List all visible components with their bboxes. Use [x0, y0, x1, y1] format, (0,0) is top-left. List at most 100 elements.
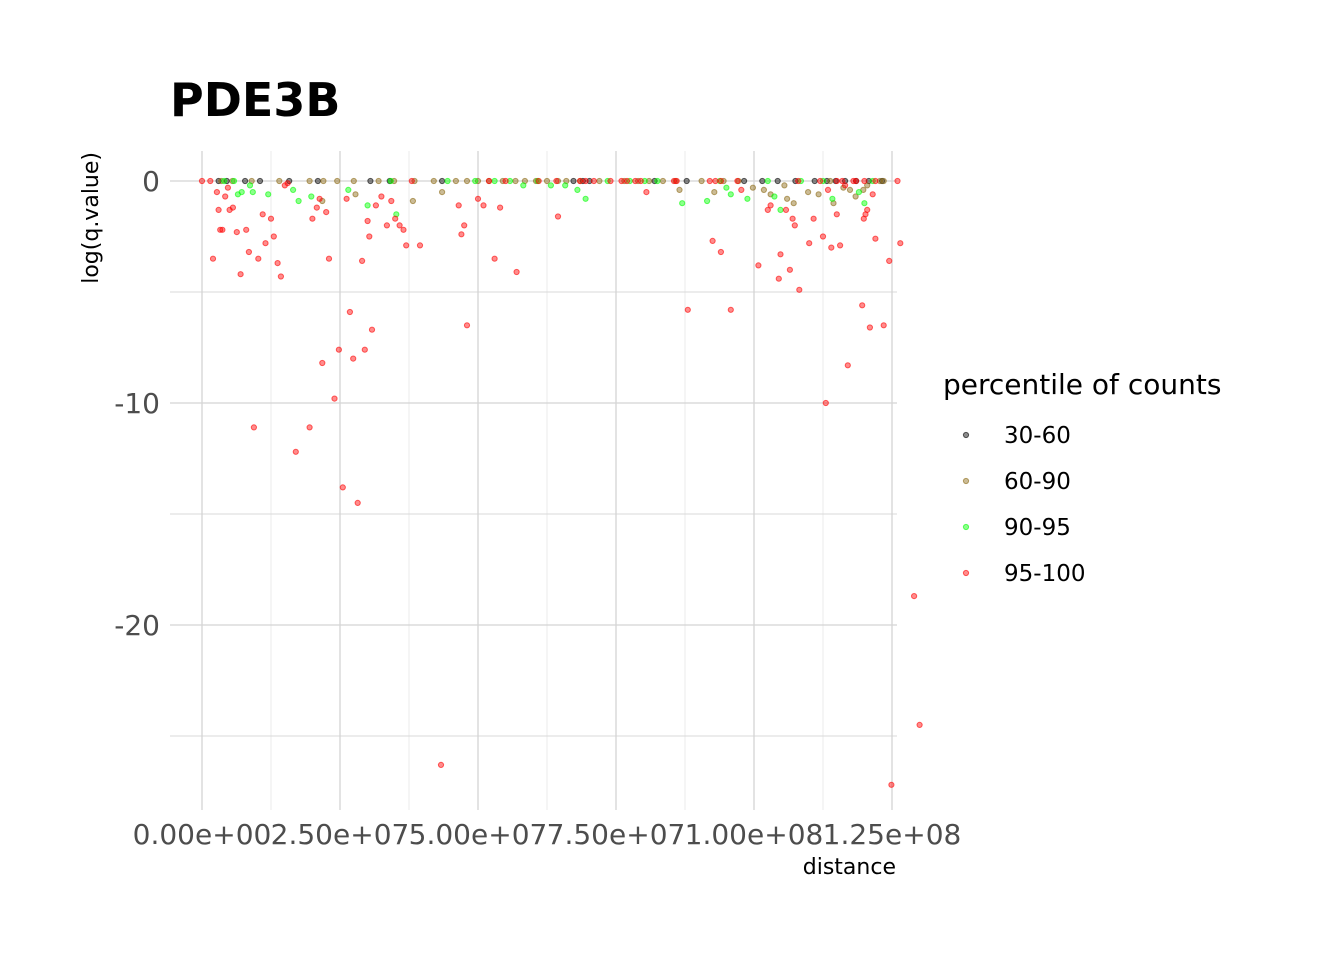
data-point — [869, 191, 876, 198]
data-point — [764, 206, 771, 213]
data-point — [359, 257, 366, 264]
data-point — [262, 240, 269, 247]
data-point — [480, 202, 487, 209]
data-point — [880, 322, 887, 329]
data-point — [543, 177, 551, 185]
data-point — [535, 177, 542, 185]
data-point — [245, 248, 252, 256]
legend-key — [962, 523, 970, 531]
data-point — [455, 202, 462, 209]
data-point — [409, 197, 416, 205]
data-point — [513, 268, 520, 276]
data-point — [723, 184, 730, 191]
data-point — [574, 186, 581, 193]
data-point — [711, 189, 718, 196]
data-point — [727, 191, 734, 198]
data-point — [815, 191, 822, 198]
data-point — [284, 180, 291, 187]
data-point — [408, 177, 415, 185]
data-point — [563, 177, 570, 185]
data-point — [676, 186, 683, 193]
x-tick-label: 1.00e+08 — [685, 818, 824, 851]
data-point — [314, 177, 321, 185]
data-point — [238, 189, 245, 196]
data-point — [346, 308, 353, 316]
x-tick-label: 2.50e+07 — [271, 818, 410, 851]
legend-key — [962, 477, 970, 485]
data-point — [249, 189, 256, 196]
data-point — [654, 177, 661, 185]
data-point — [444, 177, 451, 185]
data-point — [830, 200, 837, 207]
data-point — [833, 177, 840, 185]
data-point — [577, 177, 584, 185]
data-point — [659, 177, 667, 185]
y-axis-title: log(q.value) — [79, 152, 104, 284]
data-point — [221, 177, 228, 185]
legend-key — [962, 569, 970, 577]
x-tick-label: 7.50e+07 — [547, 818, 686, 851]
data-point — [738, 186, 745, 193]
y-axis-ticks: 0 -10 -20 — [114, 165, 160, 642]
data-point — [828, 244, 835, 251]
data-point — [219, 226, 226, 233]
data-point — [345, 186, 352, 193]
data-point — [372, 202, 379, 209]
data-point — [717, 248, 725, 256]
legend-item: 60-90 — [962, 469, 1071, 495]
data-point — [396, 222, 403, 229]
data-point — [497, 204, 504, 211]
data-point — [684, 306, 691, 313]
data-point — [806, 240, 813, 247]
x-tick-label: 0.00e+00 — [133, 818, 272, 851]
data-point — [888, 781, 895, 788]
data-point — [430, 177, 437, 185]
data-point — [833, 211, 840, 218]
data-point — [343, 195, 350, 202]
data-point — [853, 177, 860, 185]
data-point — [242, 177, 249, 185]
data-point — [403, 242, 410, 249]
data-point — [215, 206, 222, 213]
data-point — [755, 262, 762, 269]
data-point — [463, 322, 471, 329]
data-point — [632, 177, 639, 185]
data-point — [637, 177, 644, 185]
legend-title: percentile of counts — [943, 368, 1221, 401]
data-point — [350, 177, 357, 185]
data-point — [439, 189, 446, 196]
data-point — [366, 233, 373, 240]
data-point — [209, 255, 217, 262]
data-point — [437, 761, 445, 769]
data-point — [844, 362, 851, 369]
y-tick-label: 0 — [142, 165, 160, 198]
data-point — [796, 286, 803, 293]
data-point — [229, 204, 236, 211]
data-point — [265, 191, 272, 198]
data-point — [554, 213, 562, 220]
legend-item: 90-95 — [962, 515, 1071, 541]
data-point — [267, 215, 275, 222]
data-point — [822, 399, 829, 407]
data-point — [222, 193, 229, 200]
data-point — [472, 177, 479, 185]
legend-label: 60-90 — [1004, 469, 1071, 495]
data-point — [582, 195, 589, 202]
data-point — [562, 182, 569, 189]
data-point — [618, 177, 625, 185]
data-point — [213, 189, 220, 196]
data-point — [393, 211, 400, 218]
series-95-100 — [198, 177, 923, 788]
data-point — [306, 424, 313, 431]
data-point — [880, 177, 887, 185]
data-point — [784, 195, 791, 202]
data-point — [795, 177, 802, 185]
y-tick-label: -10 — [114, 387, 160, 420]
data-point — [706, 177, 713, 185]
legend-label: 30-60 — [1004, 423, 1071, 449]
data-point — [237, 271, 244, 278]
data-point — [259, 211, 266, 218]
data-point — [383, 222, 390, 229]
data-point — [207, 177, 214, 185]
chart-title: PDE3B — [170, 73, 340, 127]
